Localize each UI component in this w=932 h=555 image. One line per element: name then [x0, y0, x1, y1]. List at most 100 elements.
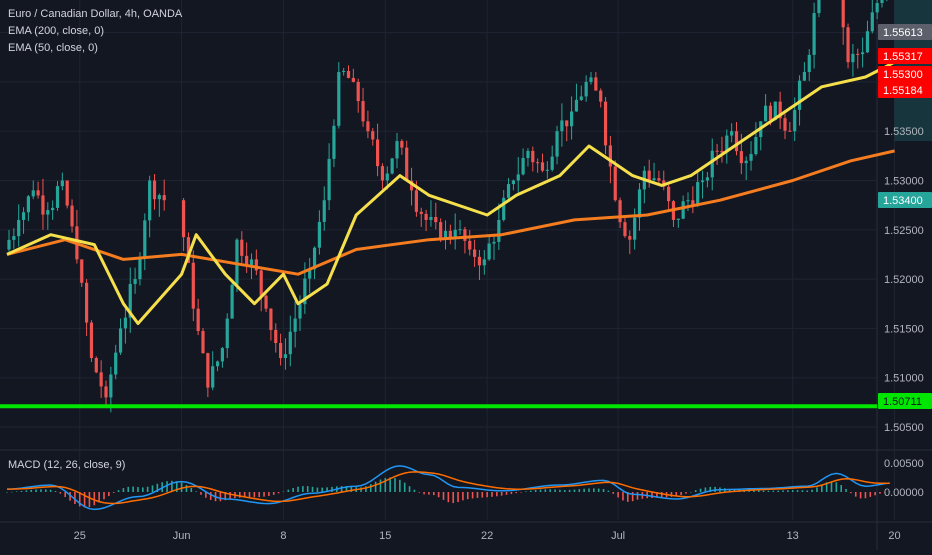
macd-histogram-bar [612, 492, 615, 494]
macd-histogram-bar [302, 486, 304, 492]
macd-histogram-bar [418, 492, 421, 493]
macd-histogram-bar [452, 492, 454, 504]
macd-histogram-bar [209, 492, 212, 500]
candle-body [700, 180, 705, 183]
macd-histogram-bar [578, 489, 581, 492]
macd-histogram-bar [258, 492, 260, 498]
macd-histogram-bar [69, 492, 71, 501]
macd-histogram-bar [869, 492, 872, 497]
candle-body [511, 180, 515, 185]
macd-histogram-bar [496, 492, 498, 497]
macd-histogram-bar [840, 485, 842, 492]
macd-histogram-bar [680, 492, 682, 496]
price-label-layer: 1.55613 1.55317 1.55300 1.55184 1.53400 1.507… [878, 24, 932, 409]
macd-histogram-bar [471, 492, 474, 499]
macd-histogram-bar [180, 482, 183, 492]
macd-histogram-bar [491, 492, 493, 497]
candle-body [186, 237, 191, 263]
candle-body [739, 151, 743, 164]
candle-body [182, 200, 186, 238]
candle-body [46, 210, 50, 215]
time-tick-label: 25 [74, 530, 86, 542]
macd-histogram-bar [791, 490, 794, 492]
macd-histogram-bar [384, 477, 387, 492]
macd-histogram-bar [651, 492, 653, 498]
macd-histogram-bar [243, 492, 246, 498]
price-label-text: 1.55184 [883, 85, 923, 97]
macd-histogram-bar [568, 489, 571, 492]
macd-histogram-bar [699, 488, 702, 492]
macd-histogram-bar [675, 492, 678, 497]
candle-body [468, 240, 472, 250]
candle-body [312, 247, 317, 270]
macd-histogram-bar [171, 480, 173, 492]
macd-histogram-bar [588, 488, 590, 492]
candle-body [812, 13, 816, 55]
macd-histogram-bar [685, 492, 687, 494]
candle-body [574, 99, 579, 112]
macd-layer [6, 465, 891, 511]
time-tick-label: 22 [481, 530, 493, 542]
candle-body [492, 241, 496, 244]
macd-histogram-bar [631, 492, 634, 502]
candle-body [279, 343, 283, 358]
candle-body [584, 81, 588, 97]
candle-body [17, 219, 21, 237]
macd-histogram-bar [103, 492, 105, 500]
time-tick-label: 20 [888, 530, 900, 542]
macd-histogram-bar [88, 492, 91, 508]
candle-body [12, 236, 16, 240]
macd-histogram-bar [248, 492, 251, 498]
candle-body [361, 101, 365, 122]
candle-layer [7, 0, 888, 413]
price-label-text: 1.50711 [883, 396, 922, 408]
candle-body [618, 200, 622, 223]
macd-histogram-bar [888, 491, 891, 493]
macd-histogram-bar [268, 492, 270, 496]
candle-body [7, 239, 11, 250]
candle-body [667, 186, 671, 202]
candle-body [220, 348, 224, 362]
macd-histogram-bar [656, 492, 658, 498]
candle-body [754, 137, 758, 155]
candle-body [264, 295, 268, 309]
price-label-text: 1.55613 [883, 27, 923, 39]
candle-body [332, 125, 336, 159]
price-tick-label: 1.52000 [884, 274, 924, 286]
macd-histogram-bar [112, 492, 115, 493]
macd-histogram-bar [573, 489, 576, 492]
candle-body [487, 243, 491, 260]
candle-body [31, 190, 35, 197]
candle-body [191, 262, 195, 309]
macd-histogram-bar [500, 492, 503, 496]
macd-histogram-bar [554, 489, 556, 492]
candle-body [133, 279, 137, 284]
macd-histogram-bar [442, 492, 445, 500]
macd-histogram-bar [864, 492, 867, 499]
candle-body [497, 219, 501, 242]
candle-body [793, 109, 797, 132]
macd-histogram-bar [825, 482, 828, 492]
macd-histogram-bar [884, 492, 886, 493]
time-tick-label: Jun [173, 530, 191, 542]
macd-histogram-bar [195, 491, 197, 492]
candle-body [327, 158, 331, 201]
macd-histogram-bar [122, 488, 125, 492]
candle-body [788, 130, 792, 132]
candle-body [128, 283, 132, 318]
macd-histogram-bar [326, 487, 328, 492]
macd-histogram-bar [462, 492, 464, 501]
macd-line [6, 465, 890, 511]
candle-body [385, 173, 389, 181]
macd-histogram-bar [15, 491, 18, 492]
candle-body [870, 12, 874, 32]
candle-body [526, 150, 530, 158]
candle-body [797, 80, 802, 110]
macd-histogram-bar [597, 488, 600, 492]
macd-histogram-bar [117, 490, 120, 492]
macd-histogram-bar [413, 489, 416, 492]
macd-histogram-bar [874, 492, 876, 496]
candle-body [245, 255, 249, 265]
macd-histogram-bar [137, 487, 139, 492]
